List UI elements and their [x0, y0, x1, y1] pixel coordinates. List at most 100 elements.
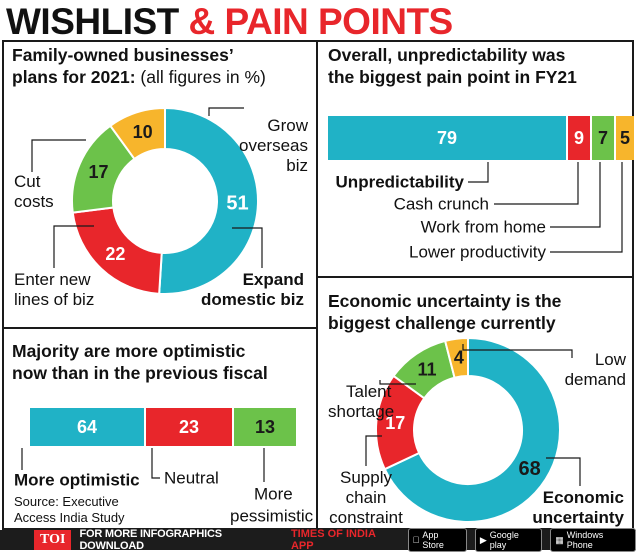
footer-text: FOR MORE INFOGRAPHICS DOWNLOAD	[79, 528, 222, 552]
source-line1: Source: Executive	[14, 494, 119, 509]
label-enter-line1: Enter new	[14, 270, 91, 289]
pain-label-work-from-home: Work from home	[421, 218, 546, 237]
leader-unpredictability	[468, 162, 489, 183]
optimism-bar-chart: 64 23 13 More optimistic Neutral More pessimis…	[14, 408, 314, 526]
pain-label-lower-productivity: Lower productivity	[409, 243, 547, 262]
plans-value-cut-costs: 17	[88, 162, 108, 182]
page-title: WISHLIST & PAIN POINTS	[6, 2, 453, 42]
pain-bar-unpredictability	[328, 116, 566, 160]
challenge-value-economic-uncertainty: 68	[519, 458, 541, 480]
pain-value-lower-productivity: 5	[620, 128, 630, 148]
optimism-value-more-optimistic: 64	[77, 417, 97, 437]
label-low-line2: demand	[564, 370, 626, 389]
windows-phone-badge[interactable]: ▦ Windows Phone	[550, 528, 636, 552]
leader-lower-productivity	[550, 162, 623, 253]
panel1-heading-line2: plans for 2021: (all figures in %)	[12, 66, 266, 88]
leader-neutral	[151, 448, 160, 479]
pain-value-work-from-home: 7	[598, 128, 608, 148]
label-supply-line1: Supply	[340, 468, 392, 487]
panel3-heading: Majority are more optimistic now than in…	[12, 340, 268, 384]
pain-value-cash-crunch: 9	[574, 128, 584, 148]
footer-bar: TOI FOR MORE INFOGRAPHICS DOWNLOAD TIMES…	[0, 528, 636, 552]
leader-supply	[365, 435, 382, 466]
label-grow-line3: biz	[286, 156, 308, 175]
challenge-value-supply-chain-constraint: 17	[385, 413, 405, 433]
title-part-black: WISHLIST	[6, 1, 189, 42]
panel2-heading: Overall, unpredictability was the bigges…	[328, 44, 577, 88]
panel4-heading-line1: Economic uncertainty is the	[328, 291, 562, 311]
pain-bar-lower-productivity	[616, 116, 634, 160]
optimism-bar-more-pessimistic	[234, 408, 296, 446]
label-grow-overseas: Grow overseas biz	[232, 116, 308, 176]
label-low-line1: Low	[594, 350, 626, 369]
plans-donut-chart: 51 22 17 10	[31, 106, 263, 295]
label-expand-line2: domestic biz	[201, 290, 304, 309]
challenge-slice-low-demand	[443, 336, 469, 379]
challenge-value-talent-shortage: 11	[417, 360, 436, 380]
toi-logo: TOI	[34, 530, 72, 550]
panel2-heading-line2: the biggest pain point in FY21	[328, 67, 577, 87]
panel1-heading-normal: (all figures in %)	[135, 67, 266, 87]
label-low-demand: Low demand	[556, 350, 626, 390]
left-horizontal-divider	[2, 327, 318, 329]
label-enter-new: Enter new lines of biz	[14, 270, 94, 310]
app-store-badge[interactable]: App Store	[407, 528, 467, 552]
label-expand-line1: Expand	[242, 270, 304, 289]
leader-econ	[546, 457, 581, 486]
source-note: Source: Executive Access India Study	[14, 494, 125, 526]
panel1-heading-line1: Family-owned businesses’	[12, 45, 234, 65]
plans-slice-expand-domestic-biz	[158, 106, 259, 295]
label-cut-line2: costs	[14, 192, 54, 211]
optimism-label-neutral: Neutral	[164, 469, 219, 488]
leader-work-home	[550, 162, 601, 228]
pain-value-unpredictability: 79	[437, 128, 457, 148]
panel1-heading: Family-owned businesses’ plans for 2021:…	[12, 44, 266, 88]
challenge-value-low-demand: 4	[454, 348, 464, 368]
windows-icon: ▦	[552, 534, 564, 545]
leader-cut	[31, 139, 86, 172]
plans-value-enter-new-lines-of-biz: 22	[105, 244, 125, 264]
leader-expand	[232, 227, 263, 268]
leader-cash-crunch	[494, 162, 579, 205]
vertical-divider	[316, 40, 318, 528]
plans-value-grow-overseas-biz: 10	[133, 122, 153, 142]
optimism-bar-more-optimistic	[30, 408, 144, 446]
label-cut-costs: Cut costs	[14, 172, 54, 212]
pain-label-unpredictability: Unpredictability	[336, 173, 465, 192]
leader-grow	[208, 107, 244, 116]
label-supply-chain: Supply chain constraint	[326, 468, 406, 528]
label-grow-line2: overseas	[239, 136, 308, 155]
footer-app-name[interactable]: TIMES OF INDIA APP	[290, 528, 376, 552]
label-talent-line2: shortage	[328, 402, 395, 421]
panel1-heading-bold: plans for 2021:	[12, 67, 136, 87]
leader-low	[462, 344, 573, 358]
right-horizontal-divider	[316, 276, 632, 278]
label-talent-shortage: Talent shortage	[328, 382, 394, 422]
panel2-heading-line1: Overall, unpredictability was	[328, 45, 566, 65]
label-supply-line3: constraint	[329, 508, 403, 527]
challenge-slice-economic-uncertainty	[383, 336, 561, 523]
panel4-heading-line2: biggest challenge currently	[328, 313, 556, 333]
label-supply-line2: chain	[345, 488, 387, 507]
label-grow-line1: Grow	[267, 116, 308, 135]
pain-bar-cash-crunch	[568, 116, 590, 160]
optimism-label-pessimistic: pessimistic	[230, 507, 314, 526]
google-play-badge[interactable]: ▶ Google play	[474, 528, 543, 552]
app-store-label: App Store	[418, 530, 459, 550]
panel3-heading-line1: Majority are more optimistic	[12, 341, 246, 361]
source-line2: Access India Study	[14, 510, 125, 525]
optimism-label-more: More	[254, 485, 293, 504]
google-play-label: Google play	[486, 530, 535, 550]
leader-talent	[379, 380, 416, 385]
label-talent-line1: Talent	[346, 382, 392, 401]
pain-points-bar-chart: 79 9 7 5 Unpredictability Cash crunch Work fro…	[328, 116, 634, 262]
label-expand-domestic: Expand domestic biz	[186, 270, 304, 310]
challenges-donut-chart: 68 17 11 4	[365, 336, 581, 523]
pain-label-cash-crunch: Cash crunch	[394, 195, 489, 214]
play-icon: ▶	[477, 534, 487, 545]
optimism-value-more-pessimistic: 13	[255, 417, 275, 437]
pain-bar-work-from-home	[592, 116, 614, 160]
panel-frame	[2, 40, 634, 530]
title-part-red: & PAIN POINTS	[188, 1, 454, 42]
plans-slice-grow-overseas-biz	[108, 106, 166, 161]
